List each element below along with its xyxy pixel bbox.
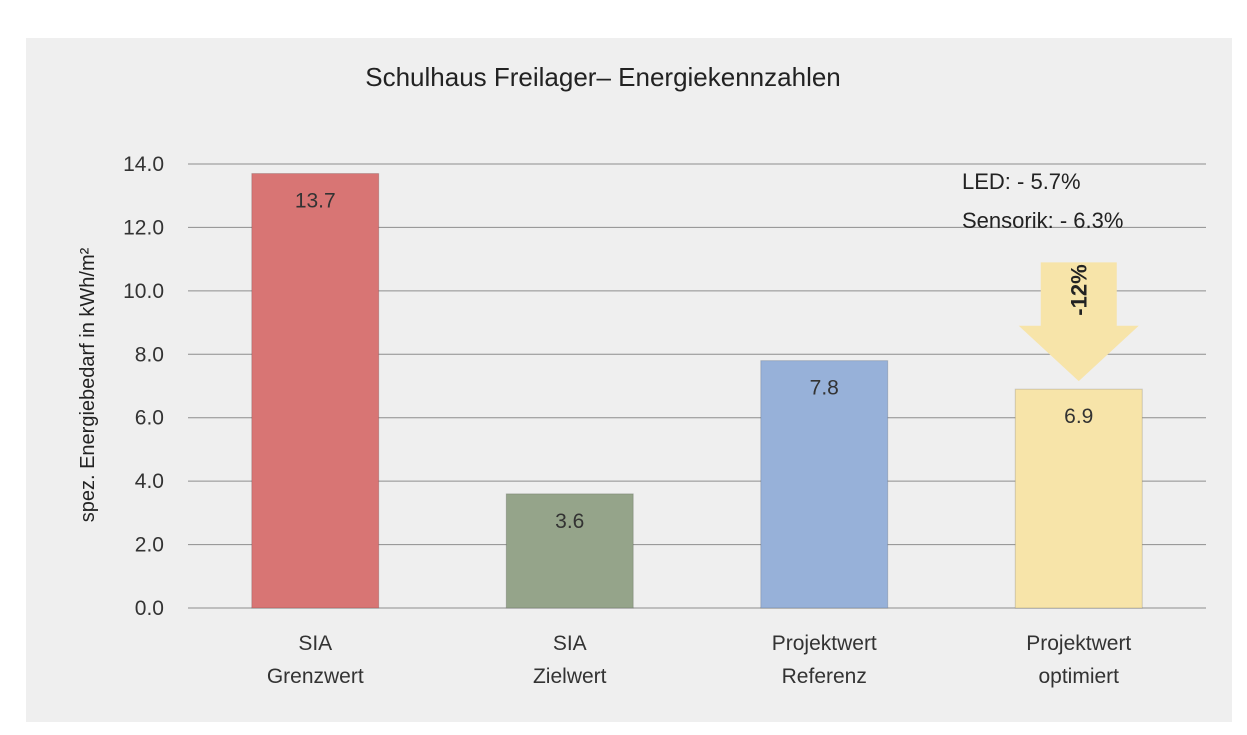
x-category-labels: SIA Grenzwert SIA Zielwert Projektwert Refere… [267, 632, 1132, 688]
bar [251, 173, 380, 609]
x-category-label: Referenz [782, 665, 867, 688]
bar-chart: Schulhaus Freilager– Energiekennzahlen s… [77, 62, 1206, 688]
x-category-label: Projektwert [1026, 632, 1131, 655]
chart-panel: Schulhaus Freilager– Energiekennzahlen s… [26, 38, 1232, 722]
x-category-label: SIA [553, 632, 587, 655]
data-label: 7.8 [810, 377, 839, 400]
y-tick-label: 14.0 [123, 153, 164, 176]
bar [760, 360, 889, 609]
reduction-arrow-label: -12% [1067, 264, 1092, 315]
y-tick-label: 2.0 [135, 534, 164, 557]
x-category-label: optimiert [1038, 665, 1119, 688]
y-axis-label: spez. Energiebedarf in kWh/m² [77, 247, 99, 522]
x-category-label: Zielwert [533, 665, 607, 688]
y-tick-label: 8.0 [135, 343, 164, 366]
chart-title: Schulhaus Freilager– Energiekennzahlen [365, 62, 841, 92]
data-labels: 13.7 3.6 7.8 6.9 [295, 190, 1094, 533]
annotations: -12% LED: - 5.7% Sensorik: - 6.3% [962, 169, 1139, 382]
x-category-label: Projektwert [772, 632, 877, 655]
y-tick-label: 10.0 [123, 280, 164, 303]
x-category-label: SIA [298, 632, 332, 655]
bar [505, 493, 634, 609]
reduction-arrow [1018, 262, 1139, 382]
data-label: 3.6 [555, 510, 584, 533]
bars [251, 173, 1143, 609]
data-label: 6.9 [1064, 405, 1093, 428]
data-label: 13.7 [295, 190, 336, 213]
y-tick-label: 4.0 [135, 470, 164, 493]
y-tick-label: 0.0 [135, 597, 164, 620]
y-tick-label: 12.0 [123, 216, 164, 239]
y-tick-label: 6.0 [135, 407, 164, 430]
y-tick-labels: 0.0 2.0 4.0 6.0 8.0 10.0 12.0 14.0 [123, 153, 164, 620]
annotation-sensorik: Sensorik: - 6.3% [962, 208, 1123, 233]
bar [1014, 388, 1143, 609]
x-category-label: Grenzwert [267, 665, 364, 688]
annotation-led: LED: - 5.7% [962, 169, 1081, 194]
